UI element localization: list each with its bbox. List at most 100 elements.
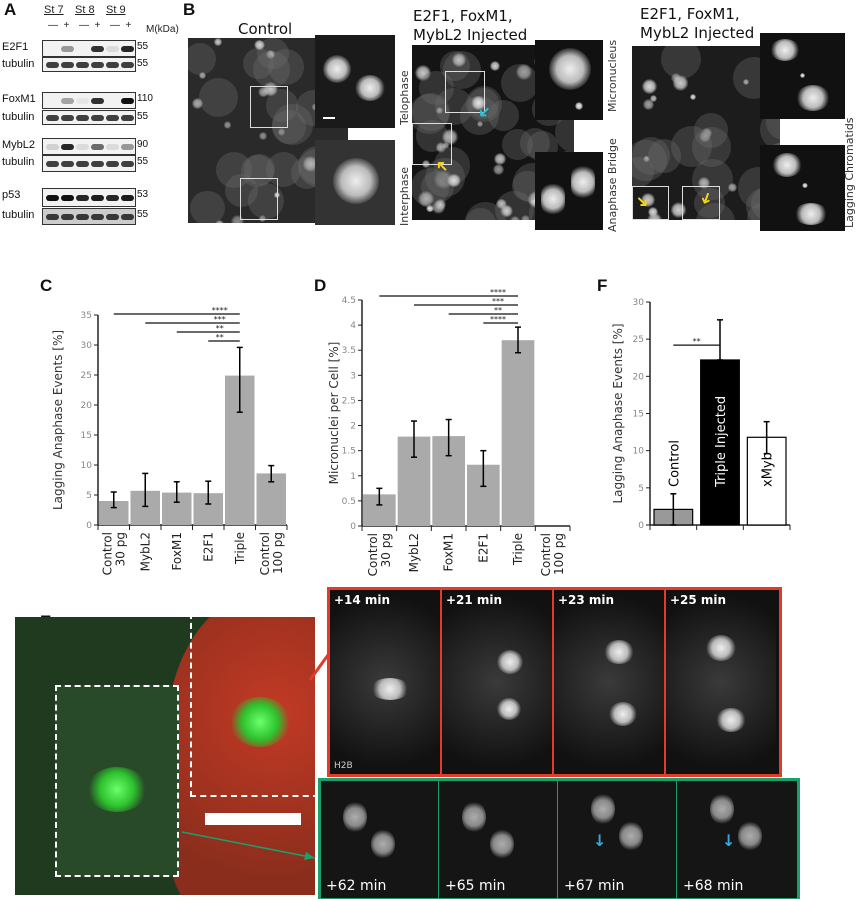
scale-bar	[323, 117, 335, 119]
nucleus	[418, 190, 434, 207]
y-tick-label: 3	[350, 371, 356, 381]
category-label: FoxM1	[170, 532, 184, 571]
band	[121, 45, 134, 52]
y-tick-label: 25	[633, 335, 644, 345]
band	[91, 160, 104, 167]
significance-stars: **	[693, 337, 701, 346]
band	[106, 45, 119, 52]
band	[61, 97, 74, 104]
timelapse-frame: +25 min	[666, 590, 776, 774]
nucleus	[435, 106, 443, 114]
significance-stars: ***	[492, 297, 504, 306]
timelapse-frame: +62 min	[321, 781, 439, 898]
band	[91, 61, 104, 68]
nucleus	[447, 173, 461, 188]
category-label: Control	[258, 532, 272, 575]
nucleus	[727, 182, 737, 192]
y-tick-label: 5	[638, 484, 644, 494]
y-tick-label: 25	[81, 371, 92, 381]
kda-label: 55	[137, 156, 149, 167]
panel-d-label: D	[314, 276, 327, 295]
category-label: Triple	[233, 532, 247, 565]
band	[61, 194, 74, 201]
y-tick-label: 15	[633, 410, 644, 420]
kda-label: 55	[137, 209, 149, 220]
nucleus	[230, 214, 245, 223]
timelapse-frame: +21 min	[442, 590, 554, 774]
injected-micrograph-2: ➜ ➜	[632, 46, 780, 220]
nucleus	[277, 128, 286, 136]
nucleus	[699, 130, 712, 143]
blot-tubulin	[42, 155, 136, 172]
time-label: +67 min	[564, 878, 625, 894]
kda-label: 53	[137, 189, 149, 200]
significance-stars: **	[216, 333, 224, 342]
kda-label: 55	[137, 111, 149, 122]
nucleus	[214, 38, 222, 46]
lagging-inset-top	[760, 33, 845, 119]
significance-stars: ****	[212, 306, 228, 315]
band	[91, 213, 104, 220]
lagging-inset-bottom	[760, 145, 845, 231]
injected-title-2: E2F1, FoxM1, MybL2 Injected	[640, 5, 755, 42]
category-label: Control	[667, 440, 682, 487]
band	[106, 213, 119, 220]
nucleus	[647, 207, 658, 218]
roi-box	[632, 186, 669, 220]
green-nucleus	[230, 697, 290, 747]
blot-tubulin	[42, 110, 136, 125]
nucleus	[515, 63, 533, 80]
arrow-icon: ↓	[722, 831, 736, 850]
timelapse-frame: +23 min	[554, 590, 666, 774]
band	[91, 143, 104, 150]
significance-stars: **	[494, 306, 502, 315]
anaphase-bridge-inset	[535, 152, 603, 230]
timelapse-frame: ↓ +67 min	[559, 781, 677, 898]
kda-label: 55	[137, 58, 149, 69]
band	[121, 61, 134, 68]
time-label: +25 min	[670, 593, 727, 607]
control-title: Control	[238, 20, 293, 38]
y-tick-label: 35	[81, 311, 92, 321]
scale-bar	[205, 813, 301, 825]
nucleus	[697, 177, 710, 190]
lane-sign: +	[63, 20, 70, 31]
lane-sign: —	[48, 20, 58, 31]
y-axis-label: Lagging Anaphase Events [%]	[611, 323, 625, 503]
panel-f-label: F	[597, 276, 608, 295]
band	[91, 114, 104, 121]
blot-row-label: tubulin	[2, 209, 35, 221]
blot-foxm1	[42, 92, 136, 109]
y-tick-label: 20	[81, 401, 93, 411]
y-tick-label: 0	[350, 522, 356, 532]
chart-d-micronuclei: 0 0.5 1 1.5 2 2.5 3 3.5 4 4.5 Micronuclei per Cell…	[327, 288, 571, 576]
nucleus	[494, 153, 507, 166]
band	[121, 97, 134, 104]
y-tick-label: 5	[86, 491, 92, 501]
category-label: Triple Injected	[714, 396, 729, 488]
chart-f-lagging-anaphase: 0 5 10 15 20 25 30 Lagging Anaphase Events [%] C…	[611, 298, 791, 531]
band	[46, 160, 59, 167]
band	[76, 213, 89, 220]
y-tick-label: 0	[86, 521, 92, 531]
nucleus	[671, 73, 681, 84]
nucleus	[426, 204, 434, 213]
band	[106, 61, 119, 68]
interphase-inset	[315, 140, 395, 225]
category-label: 100 pg	[271, 532, 285, 574]
band	[121, 194, 134, 201]
lagging-chromatids-label: Lagging Chromatids	[843, 117, 856, 228]
nucleus	[415, 65, 431, 82]
nucleus	[191, 97, 204, 110]
nucleus	[442, 129, 458, 145]
band	[76, 114, 89, 121]
band	[91, 194, 104, 201]
band	[61, 143, 74, 150]
stage-label: St 8	[75, 4, 95, 16]
y-tick-label: 2.5	[342, 396, 356, 406]
blot-p53	[42, 188, 136, 207]
panel-c-label: C	[40, 276, 53, 295]
timelapse-frame: ↓ +68 min	[678, 781, 795, 898]
y-tick-label: 4	[350, 321, 356, 331]
